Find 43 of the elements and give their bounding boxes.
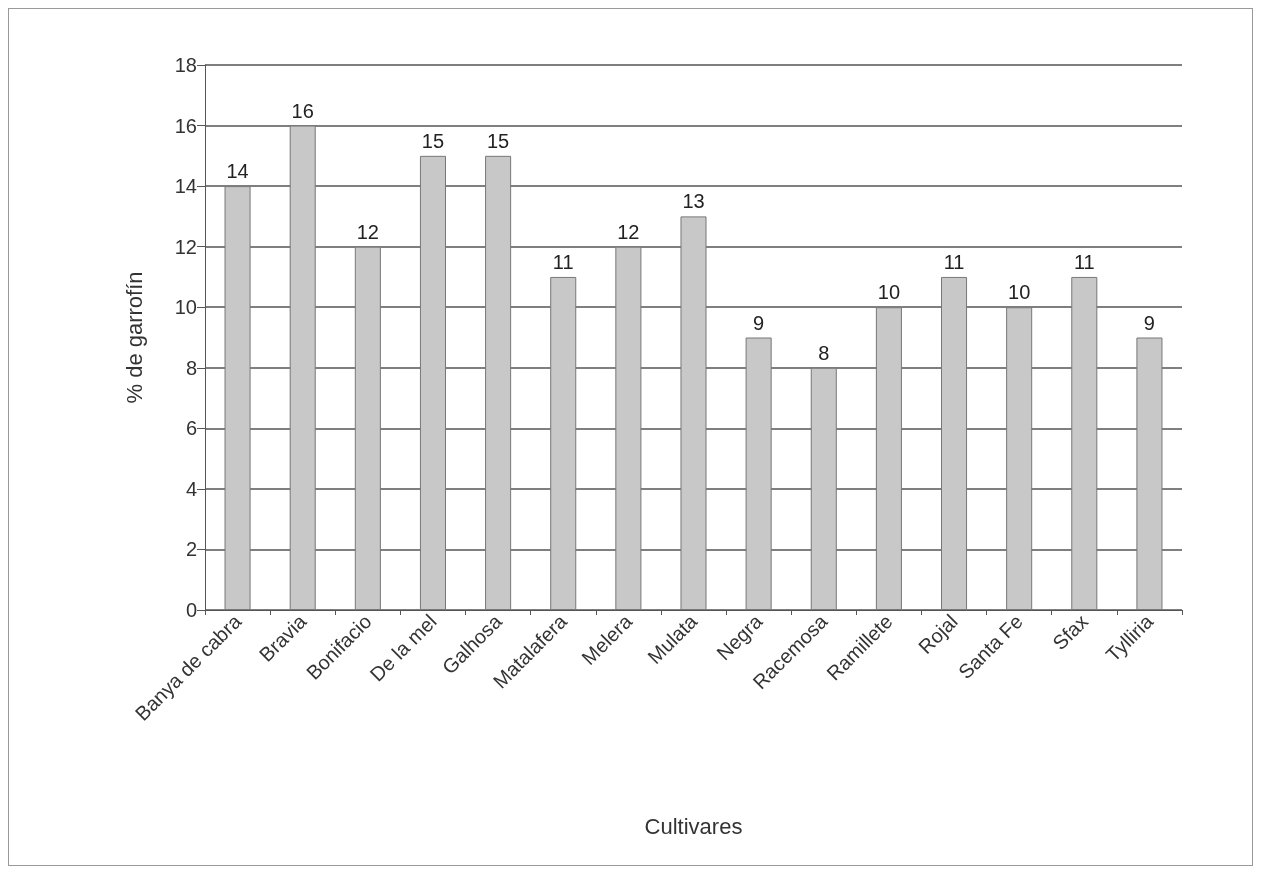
y-tick-label: 4 — [185, 477, 197, 500]
bar — [354, 246, 381, 610]
data-label: 16 — [291, 99, 314, 122]
y-tick-label: 0 — [185, 599, 197, 621]
bar — [1006, 307, 1033, 610]
y-tick-label: 8 — [185, 356, 197, 379]
y-tick-label: 6 — [185, 417, 197, 440]
data-label: 10 — [1008, 281, 1031, 304]
y-tick-label: 2 — [185, 538, 197, 561]
data-label: 14 — [226, 160, 249, 183]
x-tick-label: Sfax — [1048, 610, 1093, 655]
data-label: 12 — [356, 220, 379, 243]
data-label: 11 — [1073, 250, 1095, 273]
bar — [1136, 337, 1163, 610]
bar — [1071, 276, 1098, 610]
y-tick-label: 10 — [174, 296, 197, 319]
data-label: 12 — [617, 220, 640, 243]
bar — [941, 276, 968, 610]
bar — [810, 367, 837, 610]
y-axis-title: % de garrofín — [121, 271, 147, 404]
y-tick-label: 14 — [174, 175, 197, 198]
x-axis-title: Cultivares — [644, 813, 743, 839]
y-tick-label: 16 — [174, 114, 197, 137]
bar — [224, 186, 251, 610]
y-tick-label: 12 — [174, 235, 197, 258]
data-label: 8 — [818, 341, 830, 364]
data-label: 9 — [753, 311, 765, 334]
data-label: 13 — [682, 190, 705, 213]
bar — [745, 337, 772, 610]
data-label: 11 — [552, 250, 574, 273]
data-label: 11 — [943, 250, 965, 273]
data-label: 9 — [1143, 311, 1155, 334]
data-label: 10 — [877, 281, 901, 304]
data-label: 15 — [421, 129, 445, 152]
bar — [615, 246, 642, 610]
bar — [289, 125, 316, 610]
bar — [550, 276, 577, 610]
bar — [419, 155, 446, 610]
data-label: 15 — [486, 129, 510, 152]
bar — [875, 307, 902, 610]
y-tick-label: 18 — [174, 54, 197, 76]
bar — [485, 155, 512, 610]
bar — [680, 216, 707, 610]
